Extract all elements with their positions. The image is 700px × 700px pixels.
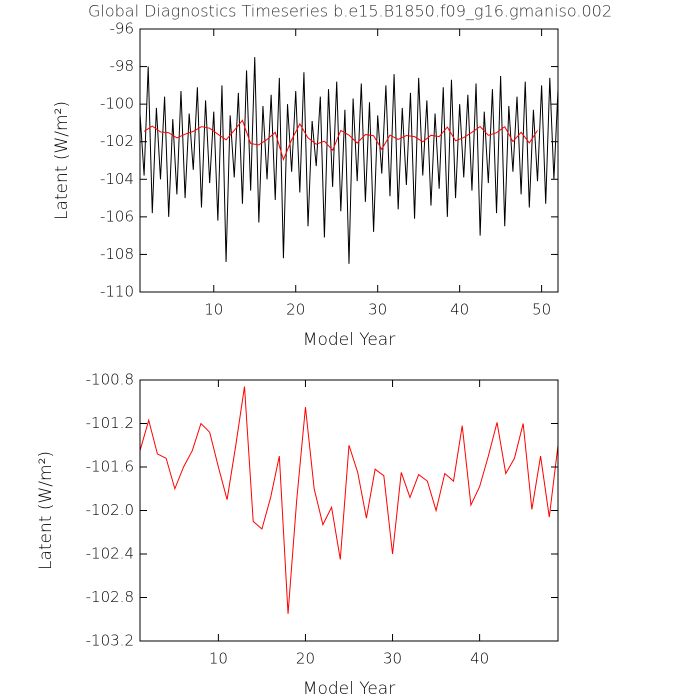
y-tick-label: -101.2 [86,414,134,432]
y-tick-label: -104 [100,170,134,188]
y-axis-label: Latent (W/m²) [36,451,56,570]
x-tick-label: 40 [470,650,489,668]
x-tick-label: 20 [296,650,315,668]
x-tick-label: 30 [368,301,387,319]
y-tick-label: -103.2 [86,632,134,650]
y-tick-label: -102.8 [86,588,134,606]
y-tick-label: -100 [100,95,134,113]
data-line [139,57,559,264]
y-tick-label: -102 [100,132,134,150]
y-tick-label: -98 [110,57,135,75]
x-axis-label: Model Year [303,679,395,699]
plot-frame [139,28,559,293]
y-tick-label: -110 [100,283,134,301]
x-tick-label: 30 [383,650,402,668]
data-line [139,386,559,614]
y-tick-label: -96 [110,20,135,38]
y-tick-label: -100.8 [86,371,134,389]
x-tick-label: 20 [286,301,305,319]
plot-frame [139,379,559,642]
y-tick-label: -108 [100,245,134,263]
y-tick-label: -102.0 [86,501,134,519]
chart-title: Global Diagnostics Timeseries b.e15.B185… [88,2,612,21]
x-tick-label: 10 [204,301,223,319]
x-tick-label: 40 [450,301,469,319]
x-tick-label: 50 [532,301,551,319]
y-axis-label: Latent (W/m²) [52,101,72,220]
y-tick-label: -106 [100,207,134,225]
x-axis-label: Model Year [303,330,395,350]
y-tick-label: -102.4 [86,545,134,563]
data-line [143,119,538,162]
y-tick-label: -101.6 [86,458,134,476]
x-tick-label: 10 [209,650,228,668]
